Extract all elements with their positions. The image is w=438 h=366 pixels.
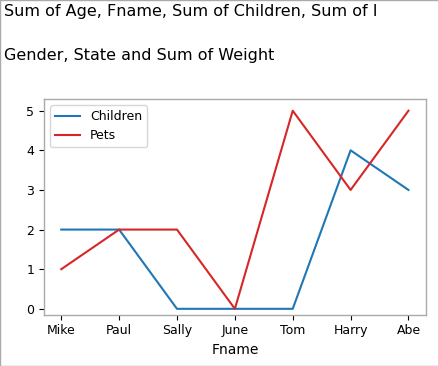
- Children: [347, 148, 353, 153]
- Pets: [174, 227, 179, 232]
- Legend: Children, Pets: Children, Pets: [50, 105, 147, 147]
- Children: [405, 188, 410, 192]
- Text: Sum of Age, Fname, Sum of Children, Sum of I: Sum of Age, Fname, Sum of Children, Sum …: [4, 4, 377, 19]
- Children: [174, 307, 179, 311]
- Pets: [116, 227, 121, 232]
- X-axis label: Fname: Fname: [211, 343, 258, 357]
- Pets: [347, 188, 353, 192]
- Children: [290, 307, 295, 311]
- Children: [232, 307, 237, 311]
- Children: [116, 227, 121, 232]
- Line: Children: Children: [61, 150, 407, 309]
- Line: Pets: Pets: [61, 111, 407, 309]
- Children: [59, 227, 64, 232]
- Pets: [405, 108, 410, 113]
- Pets: [59, 267, 64, 272]
- Pets: [290, 108, 295, 113]
- Text: Gender, State and Sum of Weight: Gender, State and Sum of Weight: [4, 48, 274, 63]
- Pets: [232, 307, 237, 311]
